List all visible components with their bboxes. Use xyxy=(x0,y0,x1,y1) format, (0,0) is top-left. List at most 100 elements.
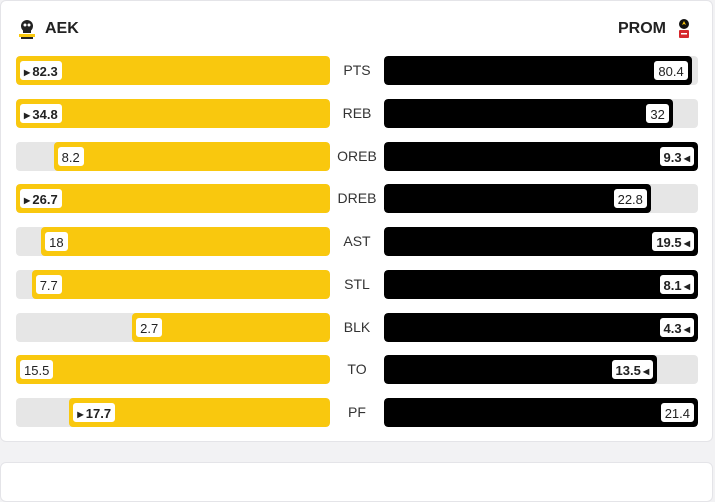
home-value-badge: 18 xyxy=(44,231,69,252)
home-value: 15.5 xyxy=(24,363,50,379)
away-value: 9.3 xyxy=(663,149,682,165)
stat-label: REB xyxy=(342,104,372,121)
stat-row-reb: ▶ 34.8 REB 32 xyxy=(1,98,714,128)
away-bar-fill xyxy=(384,98,673,128)
away-value-badge: 4.3 ◀ xyxy=(658,316,695,338)
away-bar-fill xyxy=(384,56,692,85)
lead-arrow-icon: ◀ xyxy=(681,239,690,248)
stat-label: TO xyxy=(347,361,367,378)
lead-arrow-icon: ▶ xyxy=(24,196,33,206)
lead-arrow-icon: ◀ xyxy=(640,367,650,377)
lead-arrow-icon: ▶ xyxy=(24,68,33,77)
home-bar-track: 2.7 xyxy=(16,312,330,342)
home-bar-track: 7.7 xyxy=(16,269,330,299)
stat-row-pf: ▶ 17.7 PF 21.4 xyxy=(1,398,714,427)
away-value-badge: 8.1 ◀ xyxy=(658,273,695,295)
home-value: 82.3 xyxy=(32,64,58,79)
home-team[interactable]: AEK xyxy=(17,18,79,40)
away-team-name: PROM xyxy=(618,20,666,37)
lead-arrow-icon: ◀ xyxy=(681,281,690,291)
home-bar-fill xyxy=(41,227,330,256)
lead-arrow-icon: ◀ xyxy=(681,153,690,163)
stat-label: BLK xyxy=(343,318,371,335)
home-bar-fill xyxy=(16,355,330,385)
team-comparison-card: AEK PROM ▶ 82.3 PTS 80.4 ▶ 34.8 REB 32 8.2 OREB… xyxy=(0,0,713,442)
aek-logo-icon xyxy=(17,18,37,40)
home-bar-track: ▶ 82.3 xyxy=(16,56,330,85)
home-bar-fill xyxy=(16,98,330,128)
stat-label: OREB xyxy=(337,147,377,164)
away-value: 22.8 xyxy=(617,192,643,208)
home-bar-fill xyxy=(53,141,330,171)
away-value-badge: 21.4 xyxy=(659,402,695,423)
home-value-badge: 8.2 xyxy=(56,145,85,167)
home-value: 17.7 xyxy=(85,406,112,421)
home-value-badge: ▶ 34.8 xyxy=(19,102,63,124)
stat-label: AST xyxy=(343,233,371,249)
away-bar-track: 8.1 ◀ xyxy=(384,269,698,299)
away-value: 32 xyxy=(650,106,665,122)
away-bar-track: 32 xyxy=(384,98,698,128)
away-bar-fill xyxy=(384,398,698,427)
home-value-badge: 15.5 xyxy=(19,359,55,381)
home-bar-fill xyxy=(132,312,330,342)
home-value: 8.2 xyxy=(61,149,80,165)
home-value: 2.7 xyxy=(140,320,159,336)
home-bar-fill xyxy=(16,56,330,85)
home-bar-track: ▶ 34.8 xyxy=(16,98,330,128)
away-bar-track: 13.5 ◀ xyxy=(384,355,698,385)
stat-row-oreb: 8.2 OREB 9.3 ◀ xyxy=(1,141,714,171)
lead-arrow-icon: ▶ xyxy=(24,110,33,120)
stat-row-to: 15.5 TO 13.5 ◀ xyxy=(1,355,714,385)
stat-row-ast: 18 AST 19.5 ◀ xyxy=(1,227,714,256)
home-bar-track: 15.5 xyxy=(16,355,330,385)
home-bar-fill xyxy=(16,184,330,214)
away-bar-fill xyxy=(384,227,698,256)
away-value-badge: 13.5 ◀ xyxy=(610,359,655,381)
lead-arrow-icon: ◀ xyxy=(681,324,690,334)
stat-label: DREB xyxy=(337,190,377,207)
away-team[interactable]: PROM xyxy=(618,18,696,40)
away-value-badge: 9.3 ◀ xyxy=(658,145,695,167)
home-value-badge: 7.7 xyxy=(34,273,63,295)
away-bar-fill xyxy=(384,141,698,171)
away-value: 8.1 xyxy=(663,277,682,293)
away-bar-track: 19.5 ◀ xyxy=(384,227,698,256)
away-value: 13.5 xyxy=(615,363,641,379)
home-bar-track: ▶ 26.7 xyxy=(16,184,330,214)
away-value: 21.4 xyxy=(664,406,690,421)
lead-arrow-icon: ▶ xyxy=(77,410,86,419)
comparison-header: AEK PROM xyxy=(1,16,714,44)
home-bar-track: ▶ 17.7 xyxy=(16,398,330,427)
home-team-name: AEK xyxy=(45,20,79,37)
away-value-badge: 80.4 xyxy=(653,60,689,81)
promitheas-logo-icon xyxy=(676,18,696,40)
home-value: 7.7 xyxy=(39,277,58,293)
stat-row-dreb: ▶ 26.7 DREB 22.8 xyxy=(1,184,714,214)
home-value: 34.8 xyxy=(32,106,58,122)
stat-row-stl: 7.7 STL 8.1 ◀ xyxy=(1,269,714,299)
away-bar-fill xyxy=(384,312,698,342)
stat-row-blk: 2.7 BLK 4.3 ◀ xyxy=(1,312,714,342)
away-bar-fill xyxy=(384,269,698,299)
away-bar-track: 22.8 xyxy=(384,184,698,214)
stat-label: PF xyxy=(348,404,366,420)
away-value: 4.3 xyxy=(663,320,682,336)
stat-label: STL xyxy=(344,275,370,292)
home-value-badge: 2.7 xyxy=(135,316,164,338)
stat-row-pts: ▶ 82.3 PTS 80.4 xyxy=(1,56,714,85)
stat-label: PTS xyxy=(343,62,371,78)
away-bar-track: 80.4 xyxy=(384,56,698,85)
home-bar-track: 8.2 xyxy=(16,141,330,171)
away-value-badge: 22.8 xyxy=(612,188,648,210)
away-value-badge: 19.5 ◀ xyxy=(651,231,695,252)
home-bar-track: 18 xyxy=(16,227,330,256)
home-bar-fill xyxy=(31,269,330,299)
home-value: 18 xyxy=(49,235,64,250)
home-value-badge: ▶ 17.7 xyxy=(72,402,117,423)
away-bar-track: 21.4 xyxy=(384,398,698,427)
away-bar-track: 4.3 ◀ xyxy=(384,312,698,342)
home-value-badge: ▶ 82.3 xyxy=(19,60,63,81)
away-value: 19.5 xyxy=(656,235,682,250)
away-value: 80.4 xyxy=(658,64,684,79)
